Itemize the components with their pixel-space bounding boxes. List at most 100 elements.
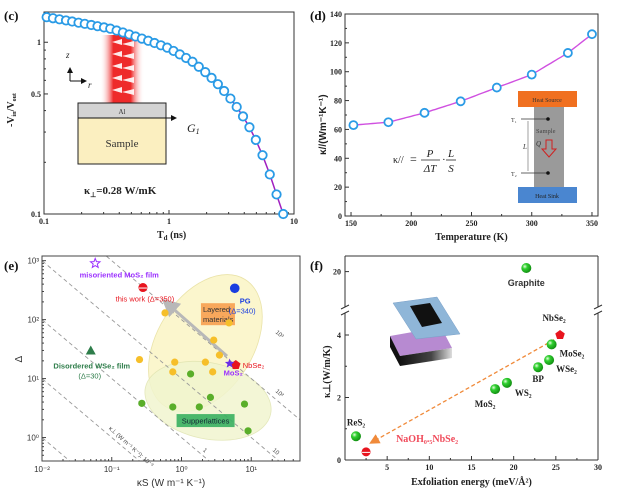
laser-pulse xyxy=(112,51,122,57)
material-point xyxy=(546,339,557,350)
formula-lhs: κ// xyxy=(393,155,404,166)
x-tick-label: 10⁰ xyxy=(175,465,187,474)
y-tick-label: 10⁰ xyxy=(27,434,39,443)
y-tick-label: 20 xyxy=(333,268,341,277)
x-tick-label: 350 xyxy=(586,219,598,228)
dashed-trend-arrow xyxy=(369,339,555,444)
formula-dt: ΔT xyxy=(423,163,437,175)
data-point xyxy=(257,150,268,161)
exfoliation-inset xyxy=(390,296,461,366)
this-work-label: this work (Δ=350) xyxy=(116,295,175,304)
x-tick-label: 25 xyxy=(552,463,560,472)
point-label: WSe₂ xyxy=(556,364,577,374)
layered-point xyxy=(225,319,233,327)
x-tick-label: 10 xyxy=(425,463,433,472)
formula: κ// = P ΔT · L S xyxy=(393,148,456,175)
y-tick-label: 140 xyxy=(330,10,342,19)
y-axis-label: Δ xyxy=(14,356,25,363)
x-tick-label: 150 xyxy=(345,219,357,228)
iso-label-1: 1 xyxy=(201,448,208,455)
iso-label-100: 10² xyxy=(274,389,284,399)
y-axis-label: κ⊥(W/m/K) xyxy=(322,345,333,398)
nbse2-label: NbSe₂ xyxy=(243,361,265,370)
data-point xyxy=(419,107,430,118)
point-label: MoS₂ xyxy=(475,399,496,409)
y-tick-label: 0 xyxy=(337,456,341,465)
y-tick-label: 4 xyxy=(337,331,341,340)
panel-c: (c) Al Sample G1 z r 0.1 1 10 0.1 0.5 1 Td (ns… xyxy=(4,8,298,242)
panel-label-f: (f) xyxy=(310,258,323,273)
layered-label: Layered xyxy=(203,305,230,314)
x-tick-label: 15 xyxy=(468,463,476,472)
superlattice-point xyxy=(206,393,215,401)
laser-pulse xyxy=(122,41,134,47)
r-label: r xyxy=(88,80,92,90)
length-label: L xyxy=(522,143,527,151)
laser-pulse xyxy=(112,87,122,93)
material-point xyxy=(544,355,555,365)
z-label: z xyxy=(65,50,70,60)
x-tick-label: 300 xyxy=(526,219,538,228)
formula-dot: · xyxy=(442,154,446,166)
point-label: MoSe₂ xyxy=(560,348,585,358)
panel-label-e: (e) xyxy=(4,258,18,273)
g1-label: G1 xyxy=(187,121,200,136)
plot-f: 5 10 15 20 25 30 0 2 4 20 Exfoliation energy (meV/… xyxy=(322,255,603,488)
y-tick-label: 10¹ xyxy=(27,375,39,384)
iso-kappa-line xyxy=(42,377,141,461)
data-point xyxy=(206,72,217,84)
iso-label-10: 10 xyxy=(271,448,280,457)
x-tick-label: 1 xyxy=(167,217,171,226)
misoriented-label: misoriented MoS₂ film xyxy=(80,270,160,279)
point-label: Graphite xyxy=(508,278,545,288)
y-tick-label: 2 xyxy=(337,394,341,403)
x-axis-label: Temperature (K) xyxy=(435,232,508,243)
superlattice-point xyxy=(244,427,252,435)
laser-pulse xyxy=(122,77,134,83)
data-point xyxy=(212,79,223,90)
axis-break-mark xyxy=(340,304,350,310)
substrate-front xyxy=(400,348,452,366)
data-point xyxy=(491,82,502,93)
x-tick-label: 200 xyxy=(405,219,417,228)
x-tick-label: 10¹ xyxy=(245,465,257,474)
point-label: NaOH₀.₅NbSe₂ xyxy=(396,434,458,445)
y-tick-label: 100 xyxy=(330,68,342,77)
tdtr-inset: Al Sample G1 z r xyxy=(65,35,200,165)
nbse2-point xyxy=(555,330,565,339)
heat-setup-inset: Heat Source Heat Sink T₁ T₂ L Sample Q xyxy=(511,91,577,203)
layered-point xyxy=(215,351,224,359)
x-tick-label: 0.1 xyxy=(39,217,49,226)
x-axis-label: Exfoliation energy (meV/Å²) xyxy=(411,476,532,488)
x-tick-label: 20 xyxy=(510,463,518,472)
data-point xyxy=(348,120,359,130)
y-tick-label: 0 xyxy=(338,212,342,221)
data-point xyxy=(237,111,249,122)
y-axis-label: -Vin/Vout xyxy=(6,93,18,127)
y-tick-label: 0.5 xyxy=(31,90,41,99)
al-label: Al xyxy=(119,108,126,116)
data-point xyxy=(231,101,242,113)
flake xyxy=(410,303,442,327)
heat-sink-label: Heat Sink xyxy=(535,194,559,200)
formula-p: P xyxy=(426,148,434,160)
material-point xyxy=(533,362,544,373)
data-point xyxy=(526,69,537,80)
point-label: NbSe₂ xyxy=(542,313,566,323)
heat-source-label: Heat Source xyxy=(532,98,562,104)
y-tick-label: 80 xyxy=(334,97,342,106)
axis-break-mark xyxy=(593,304,603,310)
panel-d: (d) 150 200 250 300 350 0 20 40 60 80 100 120 140 Tem… xyxy=(310,8,599,243)
y-tick-label: 120 xyxy=(330,39,342,48)
data-point xyxy=(271,189,282,200)
panel-label-d: (d) xyxy=(310,8,326,23)
data-point xyxy=(250,134,261,146)
pg-point xyxy=(229,283,240,294)
pg-delta-label: (Δ=340) xyxy=(229,306,256,315)
data-point xyxy=(383,117,394,128)
x-tick-label: 10⁻¹ xyxy=(104,465,120,474)
t2-dot xyxy=(546,171,550,175)
plot-d: 150 200 250 300 350 0 20 40 60 80 100 120 140 Tempera… xyxy=(318,10,599,243)
layered-point xyxy=(201,358,209,366)
layered-label-box xyxy=(200,303,235,326)
